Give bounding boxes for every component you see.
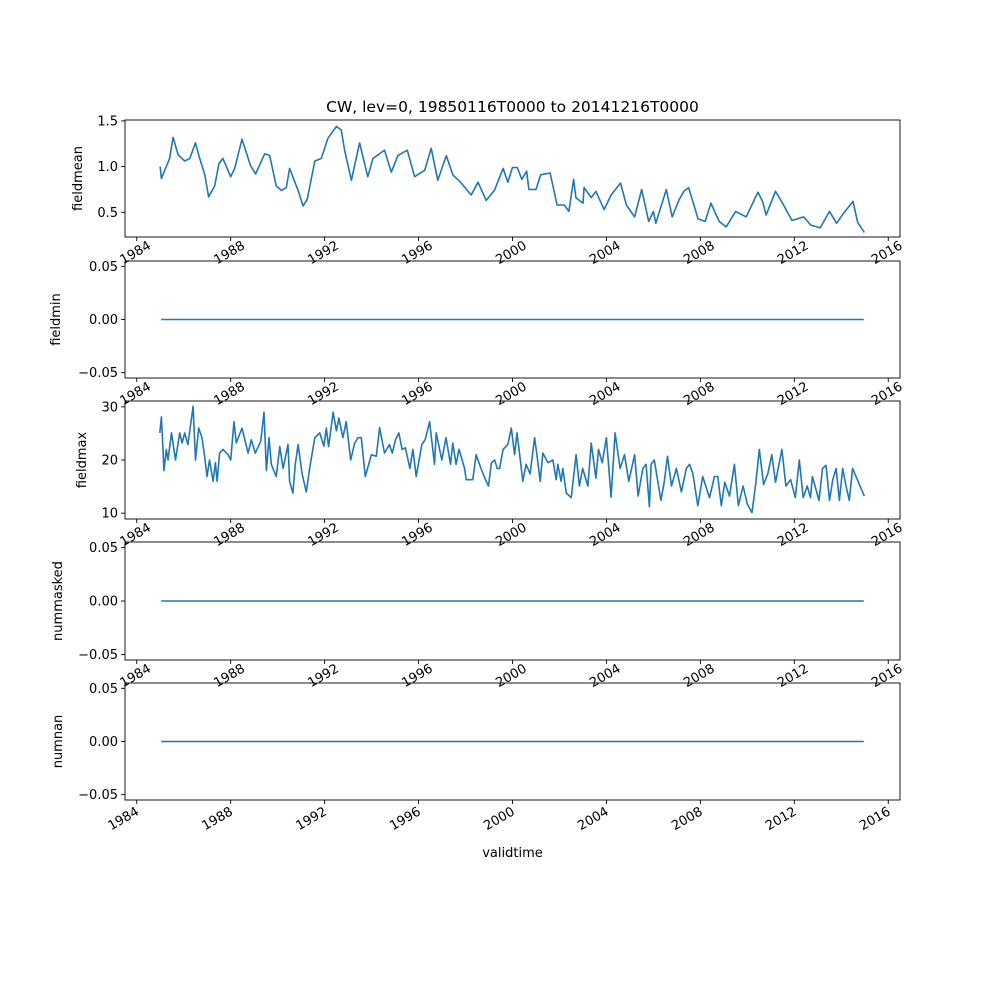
x-tick-label: 2000 bbox=[493, 520, 529, 550]
y-tick-label: 0.05 bbox=[89, 260, 118, 275]
x-tick-label: 2016 bbox=[857, 804, 893, 834]
x-tick-label: 2004 bbox=[587, 379, 623, 409]
x-tick-label: 1988 bbox=[212, 379, 248, 409]
x-tick-label: 2012 bbox=[775, 238, 811, 268]
y-tick-label: 0.00 bbox=[89, 595, 118, 610]
x-tick-label: 1988 bbox=[200, 804, 236, 834]
x-tick-label: 2004 bbox=[587, 520, 623, 550]
x-tick-label: 1996 bbox=[399, 520, 435, 550]
x-tick-label: 1984 bbox=[118, 238, 154, 268]
series-line-fieldmax bbox=[159, 405, 866, 514]
x-tick-label: 2004 bbox=[587, 238, 623, 268]
x-tick-label: 1984 bbox=[118, 661, 154, 691]
x-tick-label: 1988 bbox=[212, 520, 248, 550]
y-tick-label: 10 bbox=[101, 507, 118, 522]
x-tick-label: 2008 bbox=[681, 520, 717, 550]
x-tick-label: 1996 bbox=[399, 238, 435, 268]
x-axis-label: validtime bbox=[482, 846, 543, 861]
x-tick-label: 2012 bbox=[775, 520, 811, 550]
x-tick-label: 2004 bbox=[587, 661, 623, 691]
x-tick-label: 1984 bbox=[118, 520, 154, 550]
chart-title: CW, lev=0, 19850116T0000 to 20141216T000… bbox=[326, 98, 699, 116]
y-tick-label: 30 bbox=[101, 400, 118, 415]
y-tick-label: 0.00 bbox=[89, 735, 118, 750]
x-tick-label: 2008 bbox=[681, 661, 717, 691]
x-tick-label: 1984 bbox=[118, 379, 154, 409]
y-tick-label: 0.05 bbox=[89, 682, 118, 697]
x-tick-label: 1984 bbox=[106, 804, 142, 834]
y-tick-label: 0.5 bbox=[97, 206, 118, 221]
x-tick-label: 2000 bbox=[493, 661, 529, 691]
y-tick-label: 1.0 bbox=[97, 160, 118, 175]
x-tick-label: 2012 bbox=[775, 661, 811, 691]
y-axis-label: fieldmin bbox=[49, 293, 64, 346]
x-tick-label: 1992 bbox=[305, 520, 341, 550]
x-tick-label: 1996 bbox=[387, 804, 423, 834]
x-tick-label: 2000 bbox=[493, 379, 529, 409]
x-tick-label: 2008 bbox=[681, 238, 717, 268]
x-tick-label: 1996 bbox=[399, 379, 435, 409]
y-tick-label: 0.00 bbox=[89, 313, 118, 328]
y-tick-label: −0.05 bbox=[78, 648, 118, 663]
x-tick-label: 1992 bbox=[305, 379, 341, 409]
x-tick-label: 1992 bbox=[305, 238, 341, 268]
x-tick-label: 2004 bbox=[575, 804, 611, 834]
y-axis-label: fieldmean bbox=[71, 146, 86, 211]
x-tick-label: 2008 bbox=[681, 379, 717, 409]
x-tick-label: 1992 bbox=[293, 804, 329, 834]
axes-frame-fieldmean bbox=[124, 119, 901, 238]
y-tick-label: 1.5 bbox=[97, 114, 118, 129]
y-axis-label: fieldmax bbox=[75, 432, 90, 489]
y-tick-label: −0.05 bbox=[78, 366, 118, 381]
x-tick-label: 1992 bbox=[305, 661, 341, 691]
x-tick-label: 1988 bbox=[212, 661, 248, 691]
y-tick-label: −0.05 bbox=[78, 788, 118, 803]
x-tick-label: 1988 bbox=[212, 238, 248, 268]
y-axis-label: nummasked bbox=[51, 561, 66, 641]
series-line-fieldmean bbox=[159, 125, 865, 233]
y-axis-label: numnan bbox=[51, 715, 66, 769]
x-tick-label: 2008 bbox=[669, 804, 705, 834]
x-tick-label: 2000 bbox=[493, 238, 529, 268]
y-tick-label: 20 bbox=[101, 454, 118, 469]
x-tick-label: 1996 bbox=[399, 661, 435, 691]
x-tick-label: 2000 bbox=[481, 804, 517, 834]
y-tick-label: 0.05 bbox=[89, 541, 118, 556]
x-tick-label: 2012 bbox=[763, 804, 799, 834]
x-tick-label: 2012 bbox=[775, 379, 811, 409]
